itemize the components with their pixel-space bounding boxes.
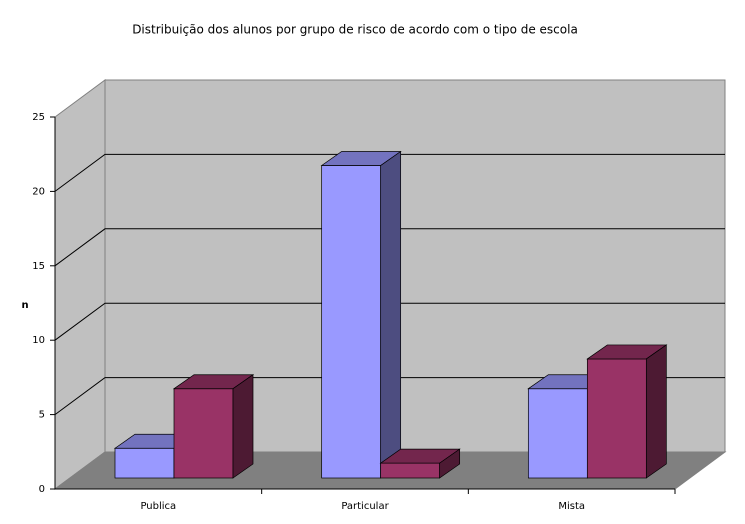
- bar: [586, 358, 647, 479]
- y-tick-label: 10: [32, 335, 45, 346]
- side-wall: [54, 79, 106, 490]
- bar: [380, 462, 441, 479]
- y-tick-label: 20: [32, 186, 45, 197]
- grid-line: [54, 228, 725, 267]
- bar: [114, 447, 175, 479]
- x-tick-label: Particular: [341, 501, 389, 512]
- bar-side: [232, 374, 254, 479]
- chart-title: Distribuição dos alunos por grupo de ris…: [132, 23, 578, 37]
- y-tick-label: 25: [32, 112, 45, 123]
- bar: [527, 388, 588, 479]
- grid-line: [54, 153, 725, 192]
- bar: [173, 388, 234, 479]
- bar-side: [645, 344, 667, 479]
- x-tick-label: Mista: [558, 501, 585, 512]
- y-tick-label: 15: [32, 261, 45, 272]
- bar-side: [439, 448, 461, 479]
- grid-line: [54, 377, 725, 416]
- grid-line: [54, 302, 725, 341]
- y-tick-label: 0: [39, 484, 45, 495]
- bar: [321, 165, 382, 479]
- y-tick-label: 5: [39, 410, 45, 421]
- x-tick-label: Publica: [140, 501, 176, 512]
- y-axis-label: n: [21, 300, 28, 311]
- bar-side: [380, 150, 402, 479]
